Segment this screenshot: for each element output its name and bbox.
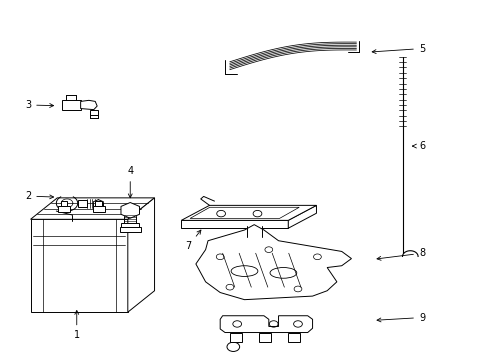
- Polygon shape: [121, 203, 139, 218]
- Polygon shape: [220, 316, 312, 333]
- Text: 8: 8: [376, 248, 424, 260]
- Text: 9: 9: [376, 312, 424, 323]
- Text: 7: 7: [185, 230, 201, 251]
- Bar: [119, 227, 141, 232]
- Bar: [95, 202, 102, 206]
- Bar: [61, 202, 67, 206]
- Bar: [78, 200, 87, 207]
- Text: 3: 3: [25, 100, 54, 110]
- Bar: [58, 206, 70, 212]
- Bar: [30, 219, 127, 312]
- Text: 2: 2: [25, 191, 54, 201]
- Bar: [287, 333, 300, 342]
- Polygon shape: [81, 100, 97, 110]
- Text: 1: 1: [74, 311, 80, 341]
- Polygon shape: [127, 198, 154, 312]
- Bar: [90, 111, 98, 114]
- Bar: [92, 206, 104, 212]
- Bar: [62, 100, 81, 111]
- Polygon shape: [287, 205, 316, 228]
- Text: 6: 6: [412, 141, 424, 151]
- Bar: [181, 220, 287, 228]
- Polygon shape: [181, 205, 316, 220]
- Bar: [229, 333, 242, 342]
- Text: 4: 4: [127, 166, 133, 198]
- Bar: [259, 333, 271, 342]
- Polygon shape: [196, 225, 351, 300]
- Polygon shape: [30, 198, 154, 219]
- Text: 5: 5: [371, 44, 424, 54]
- Bar: [121, 222, 139, 227]
